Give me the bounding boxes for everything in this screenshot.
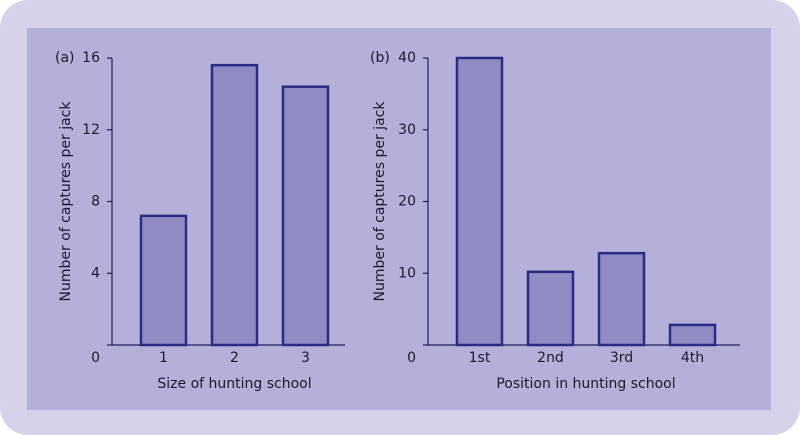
bar [597, 251, 646, 347]
x-tick-label: 4th [681, 350, 704, 366]
panel-label: (a) [55, 50, 75, 66]
y-tick-label: 4 [91, 265, 100, 281]
y-tick-label: 0 [91, 350, 100, 366]
y-tick-label: 8 [91, 194, 100, 210]
y-tick-label: 10 [398, 265, 416, 281]
y-tick-label: 40 [398, 50, 416, 66]
y-tick-label: 20 [398, 194, 416, 210]
bar [455, 56, 504, 347]
bar [526, 270, 575, 347]
x-tick-label: 3rd [610, 350, 633, 366]
bar [210, 63, 259, 347]
x-tick-label: 1 [159, 350, 168, 366]
bar [139, 214, 188, 347]
y-tick-label: 16 [82, 50, 100, 66]
y-tick-label: 30 [398, 122, 416, 138]
x-tick-label: 1st [469, 350, 491, 366]
y-axis-title: Number of captures per jack [58, 101, 74, 302]
y-tick-label: 12 [82, 122, 100, 138]
x-tick-label: 2nd [537, 350, 564, 366]
bar [281, 85, 330, 347]
y-axis-title: Number of captures per jack [372, 101, 388, 302]
y-tick-label: 0 [407, 350, 416, 366]
panel-background [27, 28, 771, 410]
x-tick-label: 3 [301, 350, 310, 366]
panel-label: (b) [370, 50, 390, 66]
x-axis-title: Position in hunting school [496, 376, 675, 392]
x-tick-label: 2 [230, 350, 239, 366]
x-axis-title: Size of hunting school [157, 376, 311, 392]
bar [668, 323, 717, 347]
